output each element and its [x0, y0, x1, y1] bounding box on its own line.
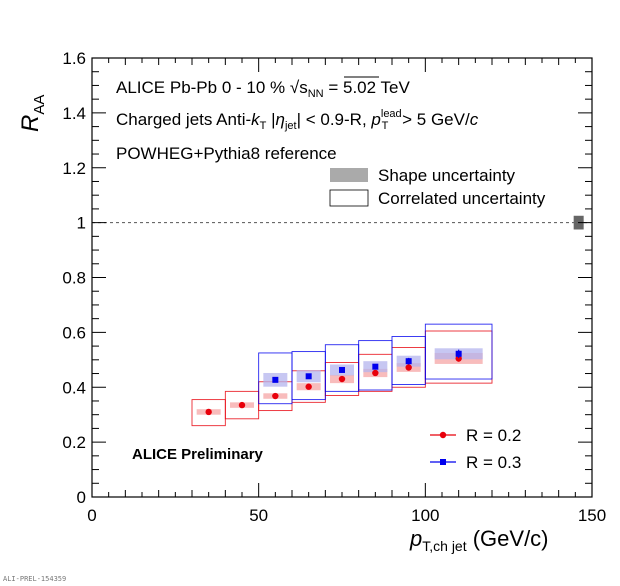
data-point-r02 [305, 383, 312, 390]
y-tick-label: 0.2 [62, 433, 86, 452]
y-tick-label: 0.4 [62, 378, 86, 397]
data-point-r02 [372, 369, 379, 377]
uncertainty-legend: Shape uncertainty Correlated uncertainty [329, 166, 546, 208]
legend-shape-swatch [330, 168, 368, 182]
y-tick-label: 0.6 [62, 323, 86, 342]
legend-r03-label: R = 0.3 [466, 453, 521, 472]
y-tick-label: 1 [77, 214, 86, 233]
preliminary-label: ALICE Preliminary [132, 446, 264, 463]
legend-correlated-label: Correlated uncertainty [378, 189, 546, 208]
correlated-uncertainty-box [424, 323, 493, 380]
annotation-jet-selection: Charged jets Anti-kT |ηjet| < 0.9-R, ple… [116, 108, 479, 132]
preliminary-id-watermark: ALI-PREL-154359 [3, 575, 66, 583]
y-tick-label: 1.6 [62, 49, 86, 68]
data-point-r03 [405, 358, 412, 365]
data-point-r03 [305, 373, 312, 380]
data-point-r03 [372, 363, 379, 370]
axis-ticks [91, 57, 593, 498]
data-markers [205, 349, 462, 416]
x-tick-labels: 0 50 100 150 [87, 506, 606, 525]
x-tick-label: 0 [87, 506, 96, 525]
annotation-collision-system: ALICE Pb-Pb 0 - 10 % √sNN = 5.02 TeV [116, 78, 410, 100]
data-point-r02 [272, 392, 279, 400]
x-tick-label: 100 [411, 506, 439, 525]
x-axis-label: pT,ch jet (GeV/c) [409, 526, 549, 554]
y-axis-label: RAA [17, 95, 48, 132]
legend-r03-marker [440, 459, 446, 465]
data-point-r02 [205, 408, 212, 416]
legend-shape-label: Shape uncertainty [378, 166, 516, 185]
legend-correlated-swatch [329, 189, 369, 207]
data-point-r03 [455, 350, 462, 357]
series-legend: R = 0.2 R = 0.3 [430, 426, 521, 472]
data-point-r02 [338, 375, 346, 383]
y-tick-labels: 0 0.2 0.4 0.6 0.8 1 1.2 1.4 1.6 [62, 49, 86, 507]
y-tick-label: 0.8 [62, 269, 86, 288]
data-point-r03 [339, 366, 345, 373]
x-tick-label: 150 [578, 506, 606, 525]
data-point-r02 [455, 355, 462, 362]
legend-r02-label: R = 0.2 [466, 426, 521, 445]
y-tick-label: 1.4 [62, 104, 86, 123]
x-tick-label: 50 [249, 506, 268, 525]
y-tick-label: 0 [77, 488, 86, 507]
annotation-reference: POWHEG+Pythia8 reference [116, 144, 337, 163]
y-tick-label: 1.2 [62, 159, 86, 178]
legend-r02-marker [439, 431, 447, 439]
data-point-r02 [238, 401, 246, 409]
data-point-r03 [272, 376, 279, 383]
data-point-r02 [405, 364, 412, 371]
